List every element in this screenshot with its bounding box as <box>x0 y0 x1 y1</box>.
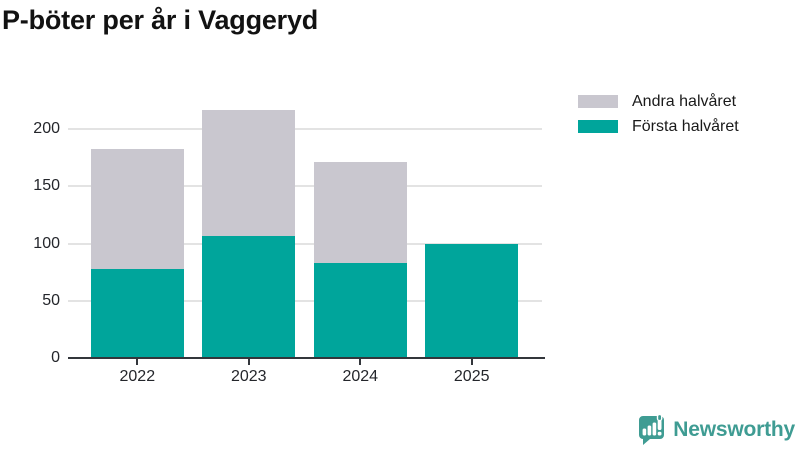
legend: Andra halvåret Första halvåret <box>578 89 739 139</box>
bar-2025-f-rsta-halv-ret <box>425 243 519 358</box>
legend-item-forsta-halvaret: Första halvåret <box>578 114 739 139</box>
bar-2024-f-rsta-halv-ret <box>313 263 407 358</box>
y-tick-label-50: 50 <box>42 291 60 309</box>
bar-2023-andra-halv-ret <box>202 109 296 236</box>
x-tick-2025 <box>470 359 473 365</box>
legend-label-forsta: Första halvåret <box>632 117 739 135</box>
y-tick-label-200: 200 <box>33 120 60 138</box>
legend-swatch-andra <box>578 95 618 108</box>
gridline-200 <box>68 128 542 131</box>
x-tick-2023 <box>247 359 250 365</box>
newsworthy-logo-icon <box>639 414 665 445</box>
legend-swatch-forsta <box>578 120 618 133</box>
x-tick-label-2025: 2025 <box>453 368 490 385</box>
bar-2023-f-rsta-halv-ret <box>202 235 296 358</box>
chart-title: P-böter per år i Vaggeryd <box>2 5 319 35</box>
gridline-150 <box>68 185 542 188</box>
x-tick-2024 <box>359 359 362 365</box>
x-tick-label-2024: 2024 <box>342 368 379 385</box>
gridline-50 <box>68 299 542 302</box>
y-tick-label-150: 150 <box>33 177 60 195</box>
bar-2024-andra-halv-ret <box>313 162 407 264</box>
legend-label-andra: Andra halvåret <box>632 92 737 110</box>
y-tick-label-100: 100 <box>33 234 60 252</box>
brand-name: Newsworthy <box>673 417 795 441</box>
plot-area: 0 50 100 150 200 2022 2023 2024 2025 <box>33 95 545 385</box>
x-axis-line <box>68 356 545 359</box>
gridline-100 <box>68 242 542 245</box>
bar-2022-f-rsta-halv-ret <box>90 268 184 358</box>
brand-footer: Newsworthy <box>637 414 795 445</box>
x-tick-label-2022: 2022 <box>119 368 156 385</box>
legend-item-andra-halvaret: Andra halvåret <box>578 89 739 114</box>
x-tick-2022 <box>136 359 139 365</box>
x-tick-label-2023: 2023 <box>230 368 267 385</box>
y-tick-label-0: 0 <box>51 349 60 366</box>
bar-2022-andra-halv-ret <box>90 148 184 269</box>
